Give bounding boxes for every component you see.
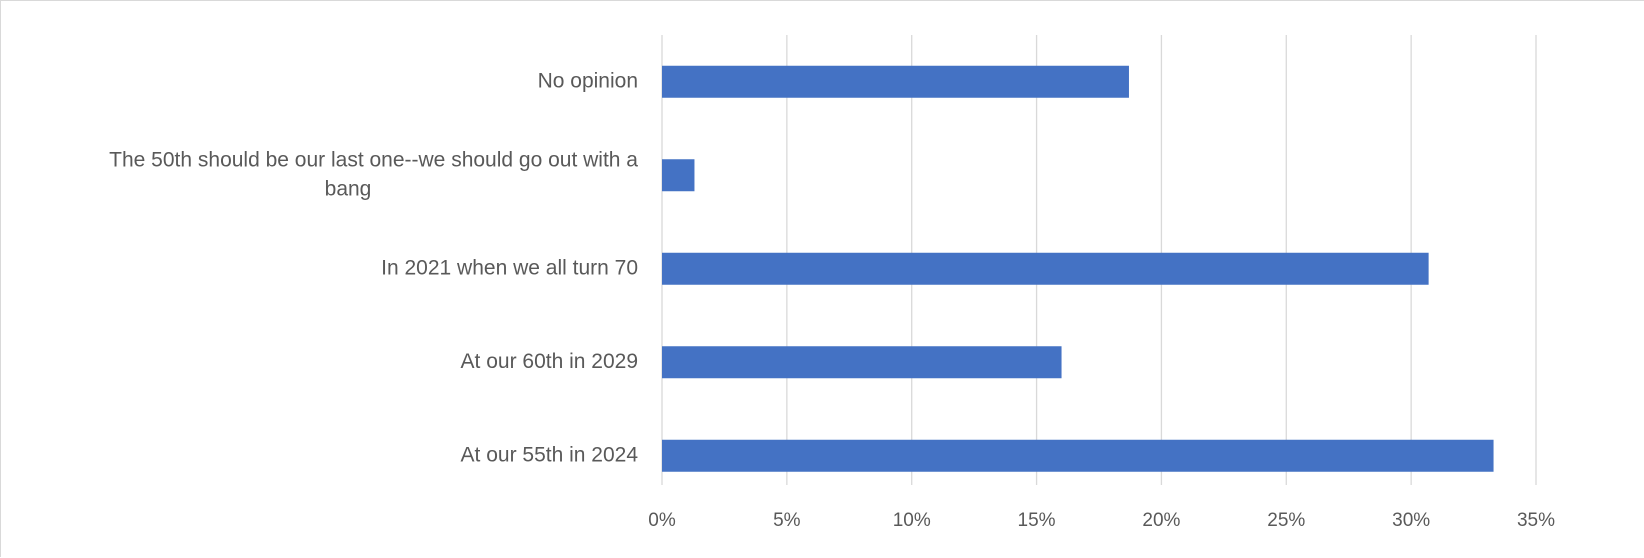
category-label: The 50th should be our last one--we shou…: [109, 148, 638, 171]
x-tick-label: 10%: [893, 510, 931, 531]
bars: [662, 65, 1494, 472]
x-tick-label: 30%: [1392, 510, 1430, 531]
bar: [662, 65, 1129, 98]
x-axis-tick-labels: 0% 5% 10% 15% 20% 25% 30% 35%: [648, 510, 1555, 531]
category-label: bang: [325, 177, 372, 200]
bar: [662, 346, 1062, 379]
x-tick-label: 0%: [648, 510, 676, 531]
x-tick-label: 20%: [1142, 510, 1180, 531]
x-tick-label: 25%: [1267, 510, 1305, 531]
x-tick-label: 35%: [1517, 510, 1555, 531]
category-label: No opinion: [538, 69, 638, 92]
category-labels: No opinion The 50th should be our last on…: [109, 69, 638, 466]
category-label: At our 55th in 2024: [461, 443, 639, 466]
x-tick-label: 15%: [1018, 510, 1056, 531]
bar: [662, 439, 1494, 472]
category-label: At our 60th in 2029: [461, 350, 638, 373]
category-label: In 2021 when we all turn 70: [381, 256, 638, 279]
bar: [662, 159, 695, 192]
bar: [662, 252, 1429, 285]
x-tick-label: 5%: [773, 510, 801, 531]
